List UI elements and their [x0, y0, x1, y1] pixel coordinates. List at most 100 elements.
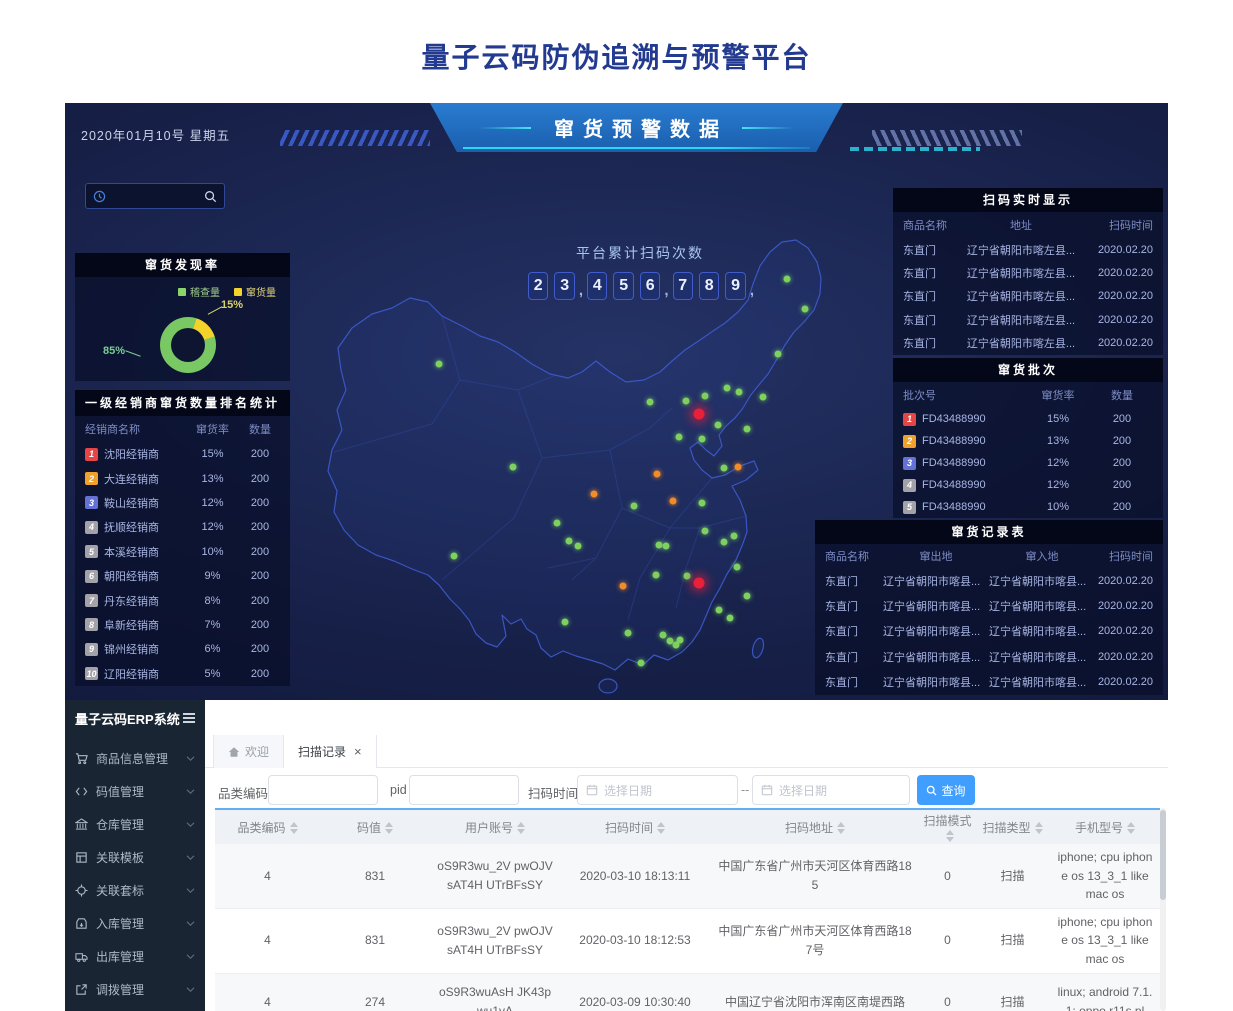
cell-scan-time: 2020-03-09 10:30:40	[560, 973, 710, 1011]
table-row: 东直门 辽宁省朝阳市喀左县... 2020.02.20	[893, 238, 1163, 261]
table-row: 东直门 辽宁省朝阳市喀县... 辽宁省朝阳市喀县... 2020.02.20	[815, 593, 1163, 618]
dealer-name: 7 丹东经销商	[85, 593, 185, 609]
origin-place: 辽宁省朝阳市喀县...	[883, 677, 981, 690]
diversion-rate: 8%	[204, 594, 221, 607]
sidebar-item-label: 关联模板	[96, 851, 145, 865]
map-dot-red	[693, 408, 705, 420]
clock-icon	[93, 190, 106, 202]
diversion-rate: 15%	[1046, 413, 1070, 425]
sort-icon[interactable]	[385, 822, 393, 835]
column-header: 商品名称	[903, 220, 947, 232]
rank-badge: 3	[85, 496, 98, 510]
sidebar-item-warehouse[interactable]: 仓库管理	[65, 808, 205, 841]
count-value: 200	[250, 643, 270, 656]
table-row: 5 FD43488990 10% 200	[893, 496, 1163, 518]
map-dot-green	[553, 519, 561, 527]
count-value: 200	[250, 448, 270, 461]
map-dot-green	[637, 659, 645, 667]
sidebar-item-inbound[interactable]: 入库管理	[65, 907, 205, 940]
sort-icon[interactable]	[1127, 822, 1135, 835]
erp-sidebar: 量子云码ERP系统 商品信息管理 码值管理 仓库管理	[65, 700, 205, 1011]
records-header-row: 商品名称 窜出地 窜入地 扫码时间	[815, 544, 1163, 568]
column-header: 数量	[1111, 390, 1133, 402]
table-row: 4 831 oS9R3wu_2V pwOJVsAT4H UTrBFsSY 202…	[215, 908, 1160, 974]
end-date-picker[interactable]: 选择日期	[752, 775, 910, 805]
sidebar-item-code-value[interactable]: 码值管理	[65, 775, 205, 808]
sidebar-item-label: 商品信息管理	[96, 752, 169, 766]
cart-icon	[75, 753, 88, 765]
sidebar-item-product-info[interactable]: 商品信息管理	[65, 742, 205, 775]
panel-title: 一级经销商窜货数量排名统计	[75, 390, 290, 416]
header-user-account[interactable]: 用户账号	[430, 809, 560, 844]
sort-icon[interactable]	[289, 822, 298, 835]
map-dot-green	[720, 464, 728, 472]
rank-badge: 8	[85, 618, 98, 632]
chevron-down-icon	[186, 987, 195, 993]
legend-item-diversion: 窜货量	[234, 284, 276, 299]
search-input[interactable]	[112, 189, 198, 203]
cell-scan-type: 扫描	[975, 844, 1050, 909]
cell-scan-type: 扫描	[975, 973, 1050, 1011]
sidebar-item-label: 码值管理	[96, 785, 145, 799]
header-category-code[interactable]: 品类编码	[215, 809, 320, 844]
table-row: 9 锦州经销商 6% 200	[75, 637, 290, 661]
china-map-dots	[310, 228, 830, 698]
sidebar-item-label-set[interactable]: 关联套标	[65, 874, 205, 907]
sort-icon[interactable]	[945, 830, 954, 843]
calendar-icon	[586, 784, 598, 796]
rank-badge: 2	[85, 472, 98, 486]
truck-icon	[75, 953, 88, 962]
scrollbar-thumb[interactable]	[1160, 810, 1166, 900]
diversion-rate: 12%	[201, 521, 224, 534]
template-icon	[76, 852, 87, 863]
tab-welcome[interactable]: 欢迎	[213, 735, 285, 768]
table-row: 东直门 辽宁省朝阳市喀县... 辽宁省朝阳市喀县... 2020.02.20	[815, 644, 1163, 669]
sidebar-menu: 商品信息管理 码值管理 仓库管理 关联模板	[65, 736, 205, 1006]
dealer-name: 3 鞍山经销商	[85, 495, 185, 511]
header-code-value[interactable]: 码值	[320, 809, 430, 844]
category-code-field[interactable]	[268, 775, 378, 805]
sidebar-item-outbound[interactable]: 出库管理	[65, 940, 205, 973]
header-scan-address[interactable]: 扫码地址	[710, 809, 920, 844]
origin-place: 辽宁省朝阳市喀县...	[883, 575, 981, 588]
sort-icon[interactable]	[837, 822, 845, 835]
start-date-picker[interactable]: 选择日期	[577, 775, 738, 805]
banner-line-right	[742, 126, 794, 129]
map-dot-green	[723, 384, 731, 392]
dealer-name: 6 朝阳经销商	[85, 568, 185, 584]
sidebar-item-label: 调拨管理	[96, 983, 145, 997]
sidebar-item-transfer[interactable]: 调拨管理	[65, 973, 205, 1006]
header-phone-model[interactable]: 手机型号	[1050, 809, 1160, 844]
pid-input[interactable]	[418, 783, 510, 797]
header-scan-mode[interactable]: 扫描模式	[920, 809, 975, 844]
tab-scan-records[interactable]: 扫描记录 ×	[284, 735, 377, 768]
menu-toggle-icon[interactable]	[183, 713, 195, 723]
batch-no: 1 FD43488990	[903, 412, 1025, 426]
table-row: 东直门 辽宁省朝阳市喀县... 辽宁省朝阳市喀县... 2020.02.20	[815, 568, 1163, 593]
sidebar-item-template[interactable]: 关联模板	[65, 841, 205, 874]
legend-item-inspection: 稽查量	[178, 284, 220, 299]
map-dot-green	[630, 502, 638, 510]
sort-icon[interactable]	[657, 822, 665, 835]
cell-category-code: 4	[215, 908, 320, 974]
search-icon[interactable]	[204, 190, 217, 203]
header-scan-type[interactable]: 扫描类型	[975, 809, 1050, 844]
cell-code-value: 831	[320, 844, 430, 909]
cell-scan-address: 中国辽宁省沈阳市浑南区南堤西路	[710, 973, 920, 1011]
cell-phone-model: iphone; cpu iphone os 13_3_1 like mac os	[1050, 844, 1160, 909]
header-scan-time[interactable]: 扫码时间	[560, 809, 710, 844]
sort-icon[interactable]	[517, 822, 525, 835]
batch-label: FD43488990	[922, 501, 986, 513]
map-dot-green	[698, 499, 706, 507]
category-code-input[interactable]	[277, 783, 369, 797]
query-button[interactable]: 查询	[917, 775, 975, 805]
legend-label: 稽查量	[190, 288, 220, 299]
sort-icon[interactable]	[1034, 822, 1043, 835]
dashboard-search[interactable]	[85, 183, 225, 209]
table-scrollbar[interactable]	[1160, 808, 1166, 1011]
close-icon[interactable]: ×	[354, 744, 362, 759]
map-dot-red	[693, 577, 705, 589]
pid-field[interactable]	[409, 775, 519, 805]
batch-rows: 1 FD43488990 15% 200 2 FD43488990 13% 20	[893, 408, 1163, 518]
